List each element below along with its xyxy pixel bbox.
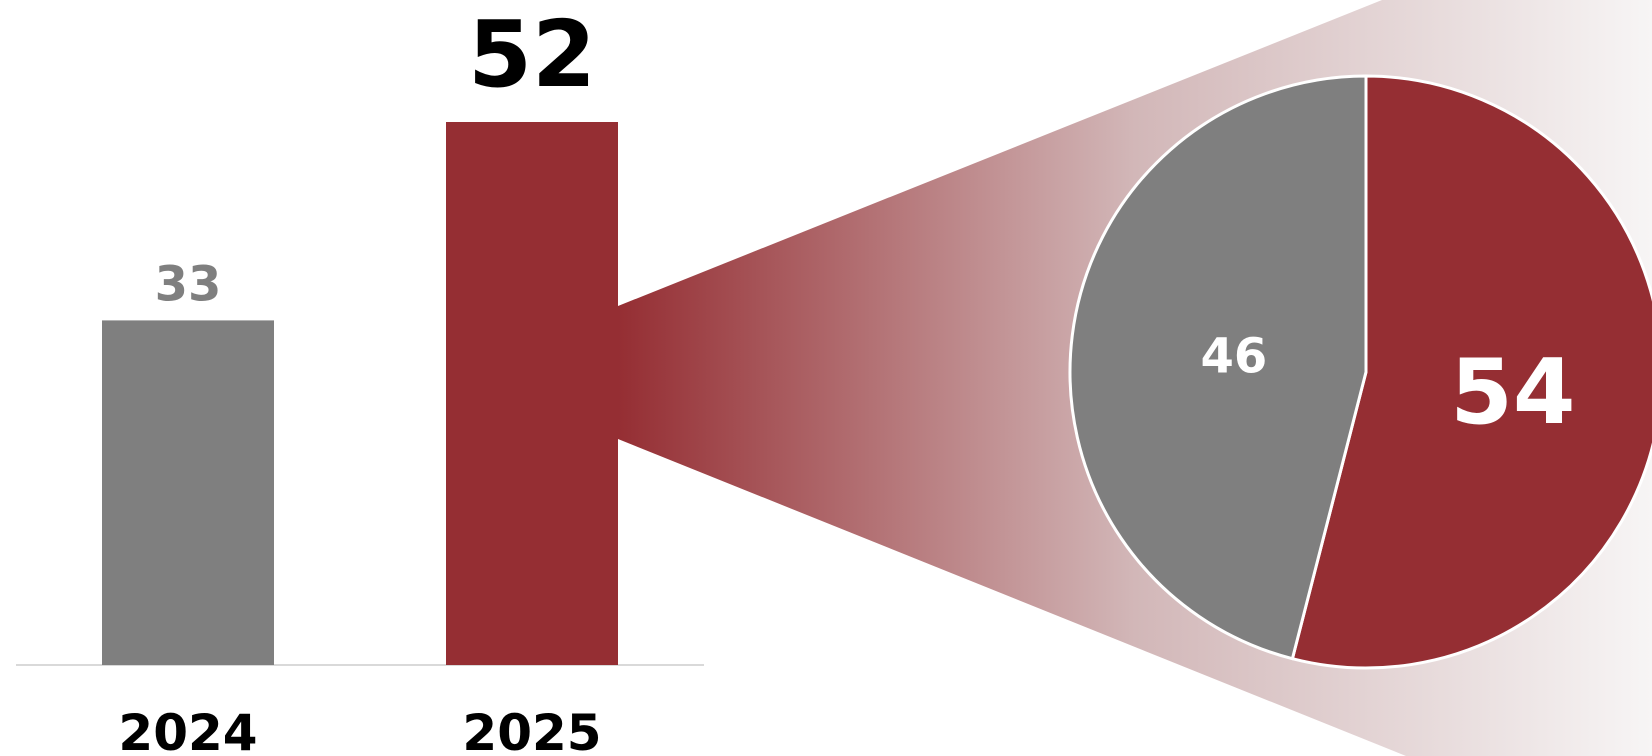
pie-chart: 54 46 bbox=[1068, 74, 1652, 670]
x-tick-label: 2025 bbox=[462, 704, 601, 756]
bar-value-label: 52 bbox=[468, 1, 596, 108]
pie-slice-label: 46 bbox=[1200, 329, 1267, 385]
pie-slice-label: 54 bbox=[1450, 340, 1575, 445]
bar-value-label: 33 bbox=[155, 256, 222, 312]
bar-chart: 33 2024 52 2025 bbox=[16, 1, 704, 756]
bar-2024 bbox=[102, 320, 274, 665]
bar-2025 bbox=[446, 122, 618, 665]
x-tick-label: 2024 bbox=[118, 704, 257, 756]
pie-slice-54 bbox=[1290, 74, 1652, 670]
pie-slice-46 bbox=[1068, 74, 1368, 661]
